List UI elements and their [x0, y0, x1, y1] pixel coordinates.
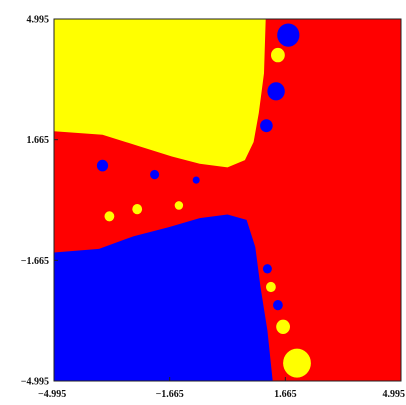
basin-spot-blue	[262, 264, 272, 274]
basin-spot-yellow	[104, 211, 115, 222]
y-tick-label: −1.665	[21, 256, 49, 267]
x-tick-label: 4.995	[383, 389, 406, 400]
basin-spot-blue	[277, 23, 300, 47]
basin-spot-blue	[260, 119, 273, 133]
y-tick-label: 4.995	[27, 15, 50, 26]
spot-layer	[96, 23, 311, 378]
basin-spot-blue	[192, 176, 200, 184]
basin-spot-yellow	[266, 281, 276, 293]
x-tick-label: −1.665	[156, 389, 184, 400]
y-tick-label: 1.665	[27, 135, 50, 146]
basin-spot-blue	[150, 169, 160, 180]
region-layer	[54, 19, 401, 381]
basin-spot-blue	[273, 300, 283, 311]
region-blue	[54, 214, 273, 381]
basin-spot-yellow	[271, 47, 285, 63]
y-tick-label: −4.995	[21, 377, 49, 388]
basin-spot-blue	[267, 82, 285, 101]
basin-spot-blue	[96, 159, 109, 172]
plot-frame	[53, 18, 402, 382]
region-yellow	[54, 19, 266, 168]
x-tick-label: 1.665	[274, 389, 297, 400]
basin-spot-yellow	[276, 319, 290, 334]
x-tick-label: −4.995	[38, 389, 66, 400]
basin-spot-yellow	[174, 201, 184, 210]
basin-spot-yellow	[132, 204, 143, 215]
tick-layer: −4.995 −1.665 1.665 4.995 4.995 1.665 −1.665 −4…	[21, 15, 405, 401]
basin-spot-yellow	[283, 348, 311, 378]
